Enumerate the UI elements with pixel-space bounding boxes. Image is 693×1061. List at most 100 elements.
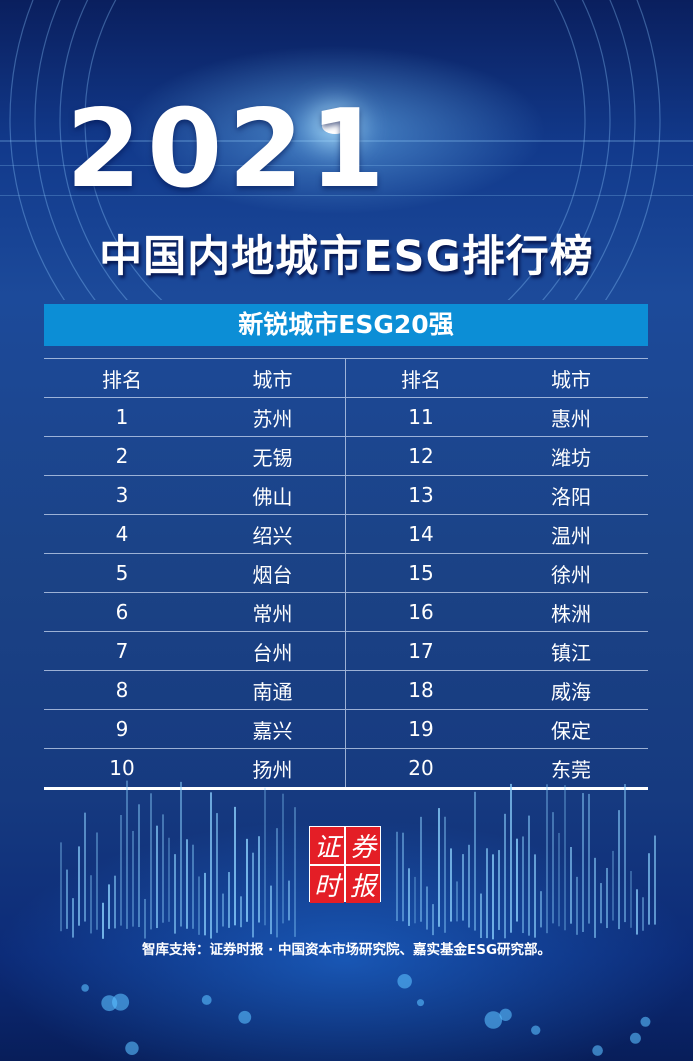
rank-cell: 2: [115, 444, 129, 468]
city-cell: 南通: [200, 671, 346, 709]
light-bar: [642, 897, 644, 931]
light-bar: [402, 832, 404, 922]
network-node: [484, 1011, 503, 1029]
light-bar: [426, 886, 428, 930]
light-bar: [180, 781, 182, 927]
header-rank: 排名: [102, 367, 142, 392]
city-cell: 惠州: [551, 406, 591, 431]
rank-cell: 12: [408, 444, 434, 468]
light-bar: [396, 831, 398, 922]
network-node: [592, 1045, 603, 1056]
rank-cell: 11: [408, 405, 434, 429]
light-bar: [282, 793, 284, 924]
light-bar: [258, 836, 260, 923]
light-bar: [294, 807, 296, 937]
rank-cell: 17: [408, 639, 434, 663]
light-bar: [144, 898, 146, 939]
city-cell: 保定: [551, 718, 591, 743]
light-bar: [138, 804, 140, 928]
light-bar: [72, 898, 74, 938]
light-bar: [276, 828, 278, 938]
light-bar: [240, 896, 242, 928]
light-bar: [558, 832, 560, 927]
light-bar: [204, 872, 206, 936]
city-cell: 徐州: [551, 562, 591, 587]
rank-cell: 8: [115, 678, 129, 702]
rank-cell: 13: [408, 483, 434, 507]
city-cell: 镇江: [551, 640, 591, 665]
light-bar: [606, 867, 608, 929]
network-node: [125, 1041, 139, 1055]
light-bar: [192, 844, 194, 929]
light-bar: [624, 784, 626, 923]
light-bar: [612, 850, 614, 921]
light-bar: [486, 848, 488, 939]
light-bar: [228, 872, 230, 928]
rank-cell: 20: [408, 756, 434, 780]
light-bar: [498, 850, 500, 930]
rank-cell: 1: [115, 405, 129, 429]
light-bar: [96, 832, 98, 930]
section-banner: 新锐城市ESG20强: [44, 304, 648, 346]
light-bar: [462, 854, 464, 921]
network-node: [640, 1016, 651, 1027]
network-node: [238, 1010, 252, 1024]
light-bar: [534, 854, 536, 938]
light-bar: [474, 791, 476, 931]
light-bar: [564, 785, 566, 931]
header-city: 城市: [200, 359, 346, 397]
page-title: 中国内地城市ESG排行榜: [99, 232, 594, 282]
network-node: [101, 995, 118, 1012]
light-bar: [552, 812, 554, 924]
rank-cell: 3: [115, 483, 129, 507]
light-bar: [504, 813, 506, 939]
city-cell: 无锡: [200, 437, 346, 475]
table-row: 7 台州 17 镇江: [44, 631, 648, 670]
light-bar: [468, 844, 470, 928]
light-bar: [66, 869, 68, 929]
light-bar: [114, 875, 116, 929]
light-bar: [102, 902, 104, 939]
light-bar: [120, 814, 122, 926]
light-bar: [618, 810, 620, 930]
light-bar: [222, 893, 224, 927]
city-cell: 温州: [551, 523, 591, 548]
city-cell: 绍兴: [200, 515, 346, 553]
light-bar: [510, 783, 512, 933]
rank-cell: 5: [115, 561, 129, 585]
light-bar: [630, 871, 632, 928]
light-bar: [210, 792, 212, 939]
light-bar: [156, 825, 158, 929]
logo-char: 时: [310, 866, 344, 903]
table-row: 3 佛山 13 洛阳: [44, 475, 648, 514]
rank-cell: 14: [408, 522, 434, 546]
light-bar: [168, 837, 170, 922]
light-bar: [90, 875, 92, 934]
network-node: [112, 993, 130, 1011]
city-cell: 佛山: [200, 476, 346, 514]
light-bar: [108, 884, 110, 929]
header-city: 城市: [551, 367, 591, 392]
network-node: [81, 984, 89, 992]
light-bar: [234, 806, 236, 926]
table-row: 8 南通 18 威海: [44, 670, 648, 709]
light-bar: [414, 876, 416, 924]
light-bar: [432, 904, 434, 936]
header-rank: 排名: [401, 367, 441, 392]
rank-cell: 19: [408, 717, 434, 741]
light-bar: [570, 846, 572, 924]
network-node: [201, 995, 212, 1005]
light-bar: [420, 816, 422, 922]
table-row: 9 嘉兴 19 保定: [44, 709, 648, 748]
light-bar: [60, 842, 62, 932]
city-cell: 株洲: [551, 601, 591, 626]
light-bar: [582, 793, 584, 932]
light-bar: [456, 881, 458, 922]
light-bar: [444, 816, 446, 933]
rank-cell: 15: [408, 561, 434, 585]
light-bar: [522, 836, 524, 934]
network-node: [531, 1025, 541, 1035]
footer-credit: 智库支持：证券时报 · 中国资本市场研究院、嘉实基金ESG研究部。: [141, 942, 552, 958]
city-cell: 东莞: [551, 757, 591, 782]
light-bar: [636, 889, 638, 935]
